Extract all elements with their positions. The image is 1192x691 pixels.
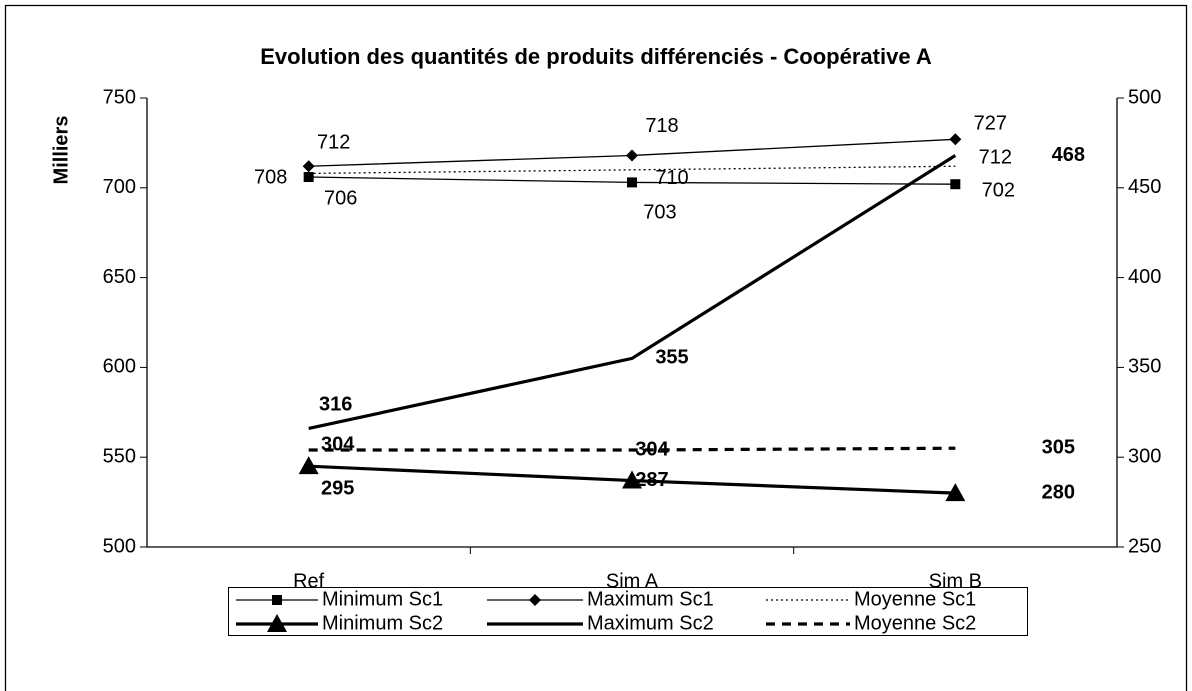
point-marker: [302, 160, 315, 173]
data-label: 355: [655, 347, 688, 369]
data-label: 712: [317, 132, 350, 154]
point-marker: [949, 133, 962, 146]
y2-tick-label: 450: [1128, 176, 1161, 198]
y2-tick-label: 350: [1128, 356, 1161, 378]
chart-border: [4, 4, 1188, 691]
legend-label: Maximum Sc1: [587, 588, 714, 610]
x-tick-label: Sim B: [929, 570, 982, 592]
data-label: 287: [635, 469, 668, 491]
data-label: 305: [1042, 437, 1075, 459]
legend-label: Moyenne Sc1: [854, 588, 976, 610]
data-label: 702: [982, 179, 1015, 201]
y-axis-label: Milliers: [50, 116, 72, 185]
chart-title: Evolution des quantités de produits diff…: [260, 44, 932, 69]
y-tick-label: 550: [103, 445, 136, 467]
data-label: 304: [635, 438, 669, 460]
y-tick-label: 600: [103, 356, 136, 378]
point-marker: [622, 470, 642, 489]
legend-marker: [272, 595, 282, 605]
y2-tick-label: 500: [1128, 86, 1161, 108]
legend-label: Moyenne Sc2: [854, 612, 976, 634]
y2-tick-label: 300: [1128, 445, 1161, 467]
point-marker: [298, 456, 319, 475]
data-label: 718: [645, 115, 678, 137]
data-label: 712: [979, 147, 1012, 169]
data-label: 280: [1042, 481, 1075, 503]
data-label: 468: [1052, 144, 1085, 166]
point-marker: [950, 179, 961, 190]
point-marker: [626, 149, 638, 162]
legend-marker: [529, 594, 541, 606]
y2-tick-label: 250: [1128, 535, 1161, 557]
data-label: 295: [321, 477, 354, 499]
point-marker: [303, 172, 314, 183]
legend-label: Minimum Sc2: [322, 612, 443, 634]
x-tick-label: Ref: [293, 570, 325, 592]
y-tick-label: 700: [103, 176, 136, 198]
data-label: 304: [321, 433, 355, 455]
y-tick-label: 500: [103, 535, 136, 557]
data-label: 708: [254, 167, 287, 189]
legend: [228, 587, 1028, 636]
point-marker: [627, 177, 637, 188]
data-label: 706: [324, 187, 357, 209]
line-series: [308, 446, 956, 452]
data-label: 710: [655, 167, 688, 189]
point-marker: [945, 483, 966, 502]
legend-marker: [267, 614, 287, 632]
legend-label: Maximum Sc2: [587, 612, 714, 634]
data-label: 703: [643, 202, 676, 224]
data-label: 316: [319, 394, 352, 416]
x-tick-label: Sim A: [606, 570, 659, 592]
legend-label: Minimum Sc1: [322, 588, 443, 610]
line-series: [308, 154, 957, 431]
y-tick-label: 750: [103, 86, 136, 108]
y2-tick-label: 400: [1128, 266, 1161, 288]
data-label: 727: [974, 113, 1007, 135]
y-tick-label: 650: [103, 266, 136, 288]
